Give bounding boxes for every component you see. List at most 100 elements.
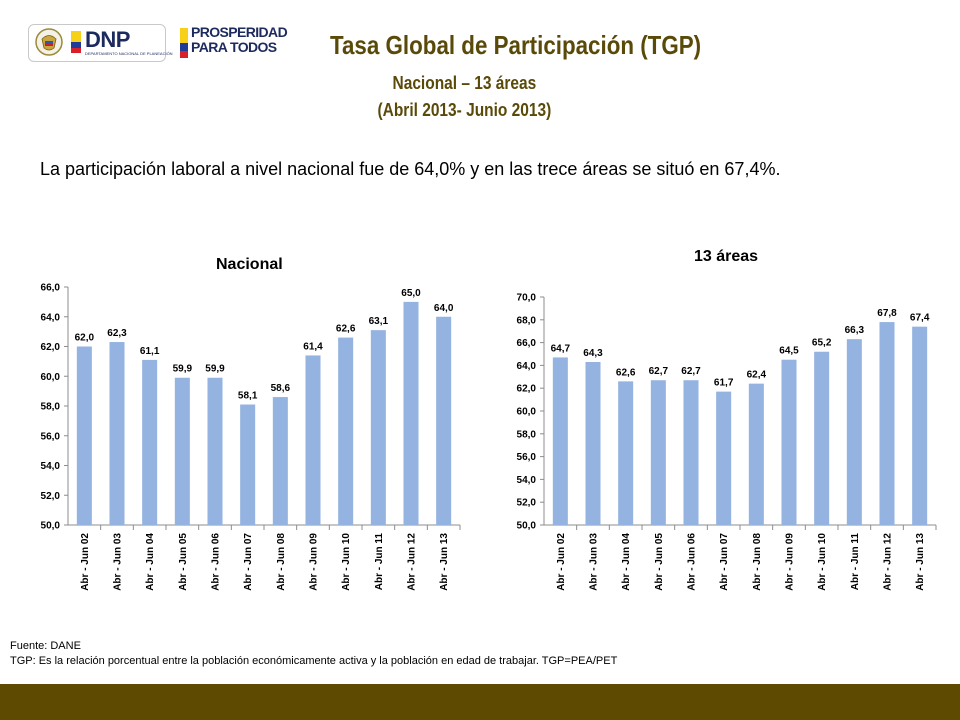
x-tick-label: Abr - Jun 05 [654,533,665,591]
data-label: 64,5 [779,346,799,357]
bar [76,346,92,525]
y-tick-label: 66,0 [41,283,61,294]
x-tick-label: Abr - Jun 04 [621,533,632,591]
data-label: 58,6 [271,383,291,394]
bar [403,301,419,525]
data-label: 62,6 [616,367,636,378]
y-tick-label: 50,0 [41,521,61,532]
x-tick-label: Abr - Jun 04 [145,533,156,591]
x-tick-label: Abr - Jun 08 [752,533,763,591]
subtitle-block: Nacional – 13 áreas (Abril 2013- Junio 2… [0,0,929,130]
colombia-seal-icon [35,28,63,56]
bar [716,391,732,525]
bar [305,355,321,525]
data-label: 64,3 [583,348,603,359]
x-tick-label: Abr - Jun 09 [785,533,796,591]
page-period: (Abril 2013- Junio 2013) [377,100,552,120]
source-note: Fuente: DANE [10,640,81,652]
x-tick-label: Abr - Jun 07 [719,533,730,591]
data-label: 64,7 [551,343,571,354]
data-label: 62,0 [75,333,95,344]
bar [585,361,601,525]
prosperidad-logo: PROSPERIDAD PARA TODOS [191,24,288,55]
x-tick-label: Abr - Jun 07 [243,533,254,591]
x-tick-label: Abr - Jun 11 [374,533,385,591]
y-tick-label: 52,0 [517,498,537,509]
data-label: 67,4 [910,313,930,324]
y-tick-label: 62,0 [41,342,61,353]
bar [436,316,452,525]
data-label: 64,0 [434,303,454,314]
page-title: Tasa Global de Participación (TGP) [330,30,702,60]
y-tick-label: 64,0 [517,361,537,372]
y-tick-label: 64,0 [41,312,61,323]
chart-title-nacional: Nacional [216,256,283,273]
bar [781,359,797,525]
x-tick-label: Abr - Jun 05 [178,533,189,591]
bar [207,377,223,525]
page-subtitle: Nacional – 13 áreas [392,73,537,93]
data-label: 65,2 [812,338,832,349]
y-tick-label: 68,0 [517,315,537,326]
bar [683,380,699,525]
intro-paragraph: La participación laboral a nivel naciona… [40,159,781,179]
header-logos: DNP DEPARTAMENTO NACIONAL DE PLANEACIÓN … [28,20,296,64]
data-label: 62,3 [107,328,127,339]
x-tick-label: Abr - Jun 13 [915,533,926,591]
prosperidad-logo-line2: PARA TODOS [191,39,277,55]
dnp-logo-subtext: DEPARTAMENTO NACIONAL DE PLANEACIÓN [85,51,173,56]
footer-bar [0,684,960,720]
x-tick-label: Abr - Jun 06 [211,533,222,591]
data-label: 67,8 [877,308,897,319]
y-tick-label: 56,0 [41,431,61,442]
x-tick-label: Abr - Jun 10 [817,533,828,591]
bar [272,397,288,525]
y-tick-label: 70,0 [517,293,537,304]
y-tick-label: 52,0 [41,491,61,502]
data-label: 62,4 [747,370,767,381]
bar [338,337,354,525]
data-label: 63,1 [369,316,389,327]
bar [846,339,862,525]
bar [748,383,764,525]
data-label: 66,3 [845,325,865,336]
y-tick-label: 58,0 [41,402,61,413]
x-tick-label: Abr - Jun 02 [80,533,91,591]
y-tick-label: 66,0 [517,338,537,349]
x-tick-label: Abr - Jun 06 [687,533,698,591]
bar [552,357,568,525]
colombia-flag-icon [71,31,81,53]
data-label: 61,7 [714,378,734,389]
chart-title-13-areas: 13 áreas [694,248,759,265]
data-label: 59,9 [205,364,225,375]
y-tick-label: 60,0 [41,372,61,383]
bar [174,377,190,525]
y-tick-label: 62,0 [517,384,537,395]
x-tick-label: Abr - Jun 09 [309,533,320,591]
prosperidad-logo-line1: PROSPERIDAD [191,24,288,40]
data-label: 62,6 [336,324,356,335]
bar [650,380,666,525]
x-tick-label: Abr - Jun 03 [113,533,124,591]
x-tick-label: Abr - Jun 12 [407,533,418,591]
dnp-logo-text: DNP [85,27,130,52]
y-tick-label: 54,0 [517,475,537,486]
y-tick-label: 56,0 [517,452,537,463]
chart-nacional: 50,0 52,0 54,0 56,0 58,0 60,0 62,0 64,0 66,0 62,0… [41,283,461,591]
y-tick-label: 54,0 [41,461,61,472]
y-tick-label: 50,0 [517,521,537,532]
chart-13-areas: 50,0 52,0 54,0 56,0 58,0 60,0 62,0 64,0 66,0 68,0… [517,293,937,591]
bar [879,322,895,525]
x-tick-label: Abr - Jun 10 [341,533,352,591]
bar [912,326,928,525]
bar [109,342,125,525]
y-tick-label: 58,0 [517,429,537,440]
data-label: 62,7 [649,366,669,377]
data-label: 61,4 [303,341,323,352]
x-tick-label: Abr - Jun 12 [883,533,894,591]
definition-note: TGP: Es la relación porcentual entre la … [10,655,618,667]
x-tick-label: Abr - Jun 08 [276,533,287,591]
data-label: 61,1 [140,346,160,357]
x-tick-label: Abr - Jun 11 [850,533,861,591]
bar [142,359,158,525]
